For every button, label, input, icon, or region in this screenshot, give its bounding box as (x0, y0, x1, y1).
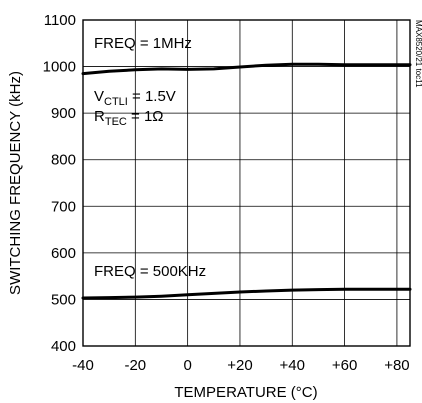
y-tick-label: 700 (51, 198, 76, 215)
y-tick-label: 400 (51, 338, 76, 355)
rtec-symbol: R (94, 108, 105, 125)
annotation-vctli: VCTLI = 1.5V (94, 88, 176, 108)
annotation-freq-500khz: FREQ = 500KHz (94, 263, 206, 280)
x-tick-label: +20 (227, 357, 252, 374)
vctli-symbol: V (94, 88, 104, 105)
x-tick-label: -40 (72, 357, 94, 374)
rtec-value: = 1Ω (127, 108, 164, 125)
y-axis-label: SWITCHING FREQUENCY (kHz) (7, 71, 24, 295)
y-tick-labels: 400 500 600 700 800 900 1000 1100 (43, 12, 76, 355)
series-line-1 (81, 62, 412, 76)
y-tick-label: 800 (51, 152, 76, 169)
x-tick-label: -20 (124, 357, 146, 374)
rtec-subscript: TEC (105, 116, 127, 128)
y-tick-label: 1100 (44, 12, 76, 29)
y-tick-label: 500 (51, 291, 76, 308)
figure-id-label: MAX8520/21 toc11 (414, 20, 422, 88)
x-tick-labels: -40 -20 0 +20 +40 +60 +80 (72, 357, 409, 374)
x-tick-label: 0 (183, 357, 191, 374)
annotation-freq-1mhz: FREQ = 1MHz (94, 35, 192, 52)
plot-frame (82, 19, 411, 347)
series-lines (81, 62, 412, 300)
vctli-subscript: CTLI (104, 96, 128, 108)
y-tick-label: 600 (51, 245, 76, 262)
series-line-2 (81, 287, 412, 300)
y-tick-label: 1000 (43, 59, 76, 76)
x-axis-label: TEMPERATURE (°C) (174, 384, 317, 401)
annotation-rtec: RTEC = 1Ω (94, 108, 164, 128)
x-tick-label: +60 (332, 357, 357, 374)
grid (83, 20, 410, 346)
x-tick-label: +40 (280, 357, 305, 374)
vctli-value: = 1.5V (128, 88, 176, 105)
y-tick-label: 900 (51, 105, 76, 122)
x-tick-label: +80 (384, 357, 409, 374)
